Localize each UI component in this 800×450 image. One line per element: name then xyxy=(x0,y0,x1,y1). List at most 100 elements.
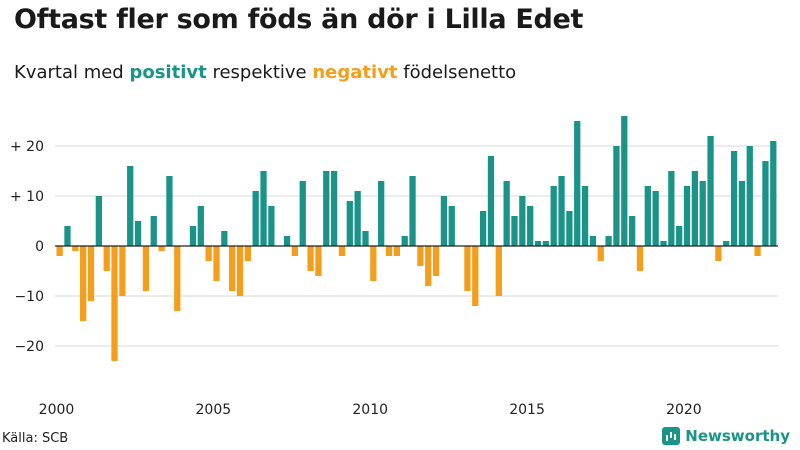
bar xyxy=(236,246,244,296)
bar xyxy=(636,246,644,271)
y-tick-label: + 20 xyxy=(10,139,44,155)
bar xyxy=(495,246,502,296)
bar xyxy=(519,196,526,246)
bar xyxy=(621,116,628,246)
bar xyxy=(291,246,299,256)
bar xyxy=(754,246,761,256)
bar xyxy=(746,146,753,246)
bar xyxy=(558,176,565,246)
bar xyxy=(605,236,612,246)
bar xyxy=(425,246,432,286)
bar xyxy=(527,206,534,246)
bar xyxy=(370,246,377,281)
bar xyxy=(127,166,134,246)
bar xyxy=(119,246,126,296)
bar xyxy=(158,246,165,251)
bar xyxy=(715,246,722,261)
bar xyxy=(487,156,495,246)
brand[interactable]: Newsworthy xyxy=(662,427,790,445)
bar xyxy=(103,246,110,271)
bar xyxy=(362,231,369,246)
bar xyxy=(597,246,604,261)
bar xyxy=(174,246,181,311)
bar xyxy=(299,181,306,246)
bar xyxy=(723,241,730,246)
bar xyxy=(283,236,291,246)
bar xyxy=(691,171,699,246)
bar xyxy=(142,246,150,291)
subtitle-suffix: födelsenetto xyxy=(403,62,517,83)
bar xyxy=(699,181,706,246)
x-tick-label: 2010 xyxy=(352,402,388,418)
bar xyxy=(628,216,636,246)
bar xyxy=(56,246,63,256)
bar xyxy=(401,236,408,246)
bar xyxy=(385,246,393,256)
bar xyxy=(440,196,448,246)
bar xyxy=(80,246,87,321)
bar xyxy=(668,171,675,246)
bar xyxy=(534,241,542,246)
bar xyxy=(134,221,142,246)
source-label: Källa: SCB xyxy=(2,431,69,446)
bar xyxy=(150,216,157,246)
chart-title: Oftast fler som föds än dör i Lilla Edet xyxy=(14,4,584,35)
bar xyxy=(676,226,683,246)
bar xyxy=(464,246,471,291)
bar xyxy=(707,136,714,246)
bar xyxy=(574,121,581,246)
bar xyxy=(472,246,479,306)
bar xyxy=(417,246,424,266)
subtitle-prefix: Kvartal med xyxy=(14,62,124,83)
bar xyxy=(448,206,455,246)
brand-name: Newsworthy xyxy=(685,427,790,445)
bar xyxy=(393,246,400,256)
bar xyxy=(166,176,173,246)
bar xyxy=(260,171,267,246)
x-tick-label: 2020 xyxy=(666,402,702,418)
chart-subtitle: Kvartal med positivt respektive negativt… xyxy=(14,62,516,83)
bar xyxy=(542,241,550,246)
bar xyxy=(87,246,95,301)
bar xyxy=(730,151,738,246)
bar xyxy=(268,206,275,246)
bar xyxy=(323,171,330,246)
bar xyxy=(315,246,322,276)
bar xyxy=(244,246,251,261)
y-tick-label: + 10 xyxy=(10,189,44,205)
bar xyxy=(581,186,589,246)
bar xyxy=(111,246,118,361)
bar xyxy=(346,201,353,246)
bar xyxy=(229,246,236,291)
bar xyxy=(213,246,220,281)
bar xyxy=(511,216,518,246)
bar xyxy=(644,186,651,246)
bar xyxy=(770,141,777,246)
bar xyxy=(64,226,71,246)
bar xyxy=(189,226,197,246)
bar xyxy=(589,236,597,246)
bar xyxy=(197,206,204,246)
bar xyxy=(550,186,557,246)
newsworthy-logo-icon xyxy=(662,427,681,445)
subtitle-positive: positivt xyxy=(129,62,207,83)
bar xyxy=(409,176,416,246)
y-tick-label: −10 xyxy=(14,289,44,305)
bar xyxy=(338,246,346,256)
y-tick-label: 0 xyxy=(35,239,44,255)
bar xyxy=(738,181,746,246)
bar xyxy=(330,171,338,246)
y-tick-label: −20 xyxy=(14,339,44,355)
bar xyxy=(252,191,259,246)
bar xyxy=(503,181,510,246)
bar xyxy=(354,191,361,246)
bar xyxy=(479,211,487,246)
bar xyxy=(205,246,212,261)
bar xyxy=(652,191,659,246)
bar xyxy=(613,146,620,246)
bar xyxy=(660,241,667,246)
bar xyxy=(221,231,228,246)
bar xyxy=(762,161,769,246)
x-tick-label: 2005 xyxy=(196,402,232,418)
